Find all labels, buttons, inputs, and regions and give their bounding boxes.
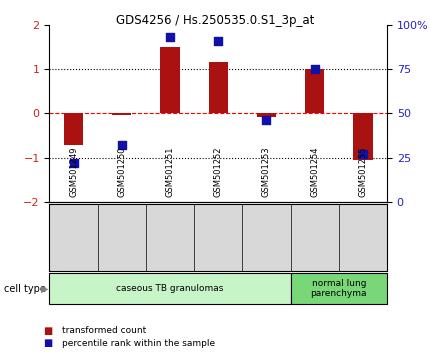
Text: ■: ■ — [43, 338, 52, 348]
Point — [263, 118, 270, 123]
Point — [166, 34, 173, 40]
Point — [70, 160, 77, 166]
Bar — [112, 113, 132, 115]
Point — [311, 66, 318, 72]
Text: transformed count: transformed count — [62, 326, 147, 336]
Bar — [160, 47, 180, 113]
Point — [359, 151, 366, 157]
Text: cell type: cell type — [4, 284, 46, 293]
Text: percentile rank within the sample: percentile rank within the sample — [62, 339, 215, 348]
Text: ▶: ▶ — [41, 284, 48, 293]
Text: ■: ■ — [43, 326, 52, 336]
Bar — [291, 273, 387, 304]
Bar — [64, 113, 83, 145]
Bar — [305, 69, 324, 113]
Text: normal lung
parenchyma: normal lung parenchyma — [310, 279, 367, 298]
Text: GDS4256 / Hs.250535.0.S1_3p_at: GDS4256 / Hs.250535.0.S1_3p_at — [116, 14, 314, 27]
Bar — [49, 273, 291, 304]
Bar — [257, 113, 276, 117]
Text: caseous TB granulomas: caseous TB granulomas — [117, 284, 224, 293]
Bar — [209, 62, 228, 113]
Bar — [353, 113, 372, 160]
Point — [215, 38, 222, 44]
Point — [118, 142, 125, 148]
